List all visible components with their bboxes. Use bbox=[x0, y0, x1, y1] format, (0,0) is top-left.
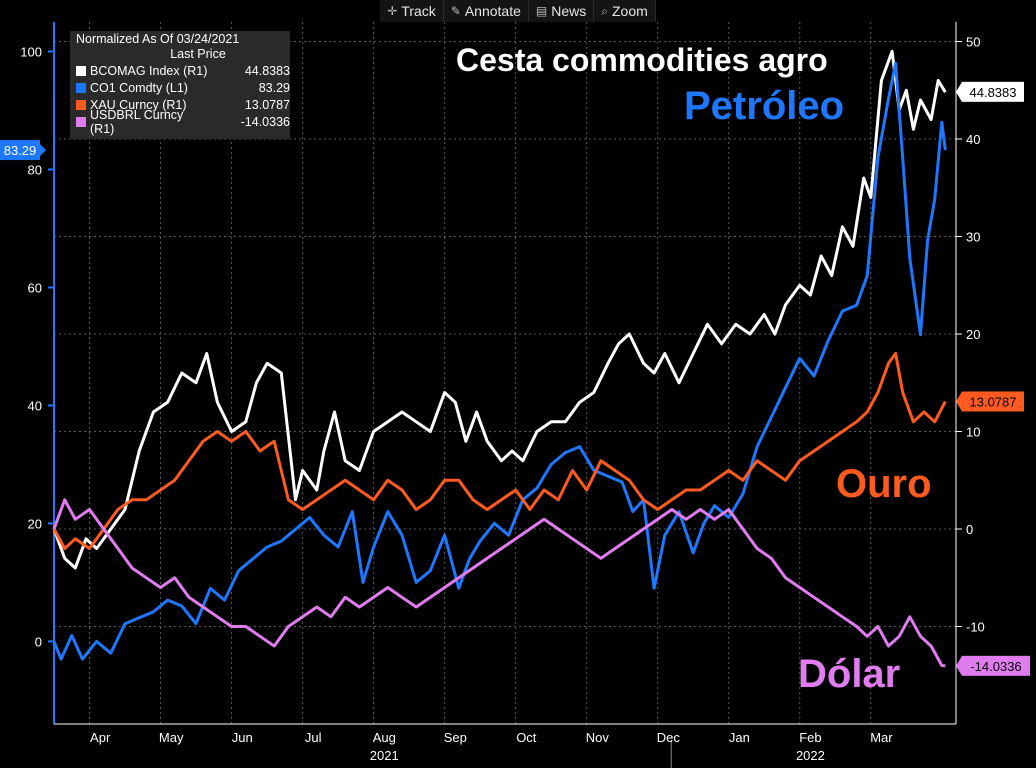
year-label: 2022 bbox=[796, 748, 825, 763]
series-line bbox=[52, 498, 946, 668]
left-tick-label: 80 bbox=[28, 162, 42, 177]
left-tick-label: 40 bbox=[28, 398, 42, 413]
month-tick-label: Nov bbox=[586, 730, 610, 745]
month-tick-label: May bbox=[159, 730, 184, 745]
legend-series-name: XAU Curncy (R1) bbox=[90, 97, 187, 112]
svg-text:44.8383: 44.8383 bbox=[970, 85, 1017, 100]
legend-row-bcomag[interactable]: BCOMAG Index (R1) 44.8383 bbox=[70, 62, 290, 79]
month-tick-label: Aug bbox=[373, 730, 396, 745]
news-label: News bbox=[551, 3, 587, 19]
month-tick-label: Jan bbox=[729, 730, 750, 745]
zoom-button[interactable]: ⌕ Zoom bbox=[594, 0, 656, 22]
annotation-cesta: Cesta commodities agro bbox=[456, 42, 828, 78]
usdbrl-price-tag: -14.0336 bbox=[956, 655, 1030, 676]
left-tick-label: 100 bbox=[20, 44, 42, 59]
svg-text:83.29: 83.29 bbox=[4, 143, 37, 158]
legend-row-co1[interactable]: CO1 Comdty (L1) 83.29 bbox=[70, 79, 290, 96]
chart-series bbox=[52, 49, 947, 668]
legend-series-name: USDBRL Curncy (R1) bbox=[90, 107, 184, 136]
annotation-dolar: Dólar bbox=[798, 652, 901, 696]
legend-swatch bbox=[76, 116, 86, 127]
series-line bbox=[52, 61, 947, 661]
track-label: Track bbox=[401, 3, 436, 19]
month-tick-label: Oct bbox=[516, 730, 537, 745]
month-tick-label: Sep bbox=[444, 730, 467, 745]
annotation-ouro: Ouro bbox=[836, 462, 932, 506]
legend-series-value: 13.0787 bbox=[244, 97, 290, 112]
chart-toolbar: ✛ Track ✎ Annotate ▤ News ⌕ Zoom bbox=[0, 0, 1036, 22]
right-tick-label: 10 bbox=[966, 425, 980, 440]
crosshair-icon: ✛ bbox=[387, 4, 398, 18]
annotation-petroleo: Petróleo bbox=[684, 84, 845, 128]
month-tick-label: Jun bbox=[232, 730, 253, 745]
legend-series-value: 44.8383 bbox=[244, 63, 290, 78]
right-tick-label: 0 bbox=[966, 522, 973, 537]
xau-price-tag: 13.0787 bbox=[956, 391, 1024, 412]
month-tick-label: Feb bbox=[799, 730, 821, 745]
right-tick-label: -10 bbox=[966, 620, 985, 635]
left-price-tag: 83.29 bbox=[0, 140, 46, 161]
left-tick-label: 60 bbox=[28, 280, 42, 295]
legend-row-xau[interactable]: XAU Curncy (R1) 13.0787 bbox=[70, 96, 290, 113]
series-line bbox=[52, 49, 947, 570]
zoom-label: Zoom bbox=[611, 3, 648, 19]
chart-grid bbox=[54, 22, 956, 768]
news-button[interactable]: ▤ News bbox=[528, 0, 595, 22]
annotate-label: Annotate bbox=[464, 3, 521, 19]
chart-axes: 0 20 40 60 80 100 -10 0 10 20 30 40 50 Apr May Jun Jul Au… bbox=[20, 22, 985, 763]
legend-series-name: BCOMAG Index (R1) bbox=[90, 63, 208, 78]
month-tick-label: Dec bbox=[657, 730, 681, 745]
svg-text:13.0787: 13.0787 bbox=[970, 394, 1017, 409]
legend-swatch bbox=[76, 99, 86, 110]
annotate-button[interactable]: ✎ Annotate bbox=[443, 0, 529, 22]
pencil-icon: ✎ bbox=[450, 4, 461, 18]
magnifier-icon: ⌕ bbox=[601, 3, 608, 18]
month-tick-label: Apr bbox=[90, 730, 111, 745]
month-tick-label: Mar bbox=[870, 730, 893, 745]
right-tick-label: 20 bbox=[966, 327, 980, 342]
bcomag-price-tag: 44.8383 bbox=[956, 81, 1024, 102]
legend-swatch bbox=[76, 82, 86, 93]
svg-text:-14.0336: -14.0336 bbox=[970, 659, 1021, 674]
legend-series-value: -14.0336 bbox=[240, 114, 290, 129]
legend-series-value: 83.29 bbox=[258, 80, 290, 95]
series-line bbox=[52, 352, 947, 550]
price-tags: 83.29 44.8383 13.0787 -14.0336 bbox=[0, 81, 1030, 676]
month-tick-label: Jul bbox=[305, 730, 322, 745]
legend-swatch bbox=[76, 65, 86, 76]
right-tick-label: 50 bbox=[966, 35, 980, 50]
left-tick-label: 20 bbox=[28, 516, 42, 531]
track-button[interactable]: ✛ Track bbox=[380, 0, 444, 22]
year-label: 2021 bbox=[370, 748, 399, 763]
legend-series-name: CO1 Comdty (L1) bbox=[90, 80, 188, 95]
legend-header: Normalized As Of 03/24/2021 bbox=[76, 32, 240, 46]
legend-panel: Normalized As Of 03/24/2021 Last Price B… bbox=[70, 31, 290, 139]
news-icon: ▤ bbox=[535, 4, 548, 18]
left-tick-label: 0 bbox=[35, 634, 42, 649]
legend-row-usdbrl[interactable]: USDBRL Curncy (R1) -14.0336 bbox=[70, 108, 290, 136]
right-tick-label: 30 bbox=[966, 230, 980, 245]
right-tick-label: 40 bbox=[966, 132, 980, 147]
legend-subheader: Last Price bbox=[170, 47, 226, 61]
